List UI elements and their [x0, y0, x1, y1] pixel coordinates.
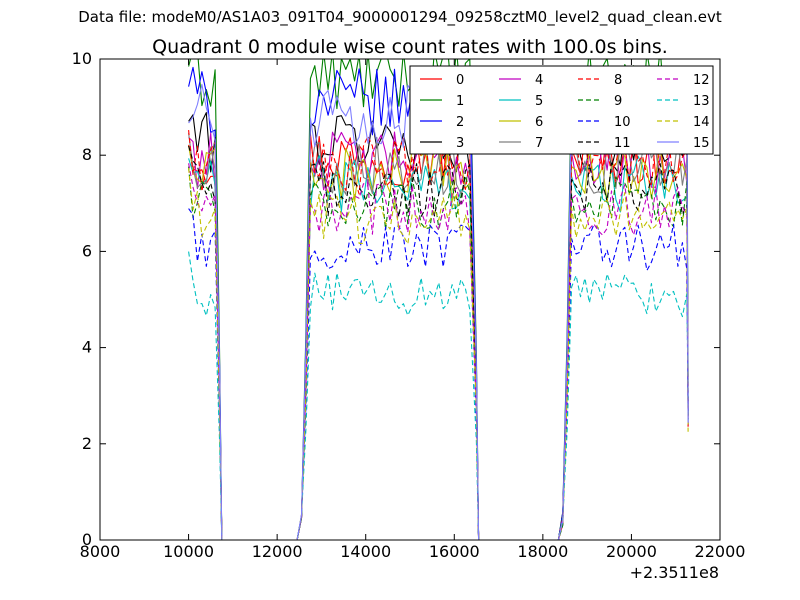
y-tick-label: 8: [82, 145, 92, 164]
series-line-10: [188, 208, 689, 540]
legend-label-14: 14: [693, 115, 710, 130]
series-line-12: [188, 163, 689, 540]
series-line-13: [188, 251, 689, 540]
legend-label-12: 12: [693, 73, 710, 88]
legend-label-0: 0: [456, 73, 464, 88]
series-line-11: [188, 145, 689, 540]
series-line-5: [188, 155, 689, 540]
y-tick-label: 0: [82, 530, 92, 549]
series-line-14: [188, 167, 689, 540]
y-tick-label: 6: [82, 241, 92, 260]
figure-suptitle: Data file: modeM0/AS1A03_091T04_90000012…: [78, 8, 722, 26]
x-tick-label: 20000: [606, 542, 657, 561]
legend-label-9: 9: [614, 94, 622, 109]
series-line-9: [188, 166, 689, 540]
legend-label-4: 4: [535, 73, 543, 88]
x-tick-label: 12000: [252, 542, 303, 561]
legend-label-11: 11: [614, 136, 631, 151]
series-line-8: [188, 130, 689, 540]
y-tick-label: 2: [82, 434, 92, 453]
legend-label-10: 10: [614, 115, 631, 130]
x-offset-label: +2.3511e8: [630, 563, 719, 582]
legend-label-8: 8: [614, 73, 622, 88]
legend-label-3: 3: [456, 136, 464, 151]
x-tick-label: 10000: [163, 542, 214, 561]
x-tick-label: 8000: [80, 542, 121, 561]
x-tick-label: 14000: [340, 542, 391, 561]
chart-title: Quadrant 0 module wise count rates with …: [152, 36, 668, 58]
legend-label-15: 15: [693, 136, 710, 151]
legend-label-6: 6: [535, 115, 543, 130]
x-tick-label: 22000: [695, 542, 746, 561]
legend-label-7: 7: [535, 136, 543, 151]
plot-frame: [99, 58, 721, 541]
legend-label-1: 1: [456, 94, 464, 109]
y-tick-label: 4: [82, 338, 92, 357]
series-line-7: [188, 133, 689, 540]
x-tick-label: 16000: [429, 542, 480, 561]
legend-label-2: 2: [456, 115, 464, 130]
legend-label-13: 13: [693, 94, 710, 109]
x-tick-label: 18000: [517, 542, 568, 561]
y-tick-label: 10: [72, 49, 92, 68]
legend-label-5: 5: [535, 94, 543, 109]
legend-box: [409, 65, 714, 155]
